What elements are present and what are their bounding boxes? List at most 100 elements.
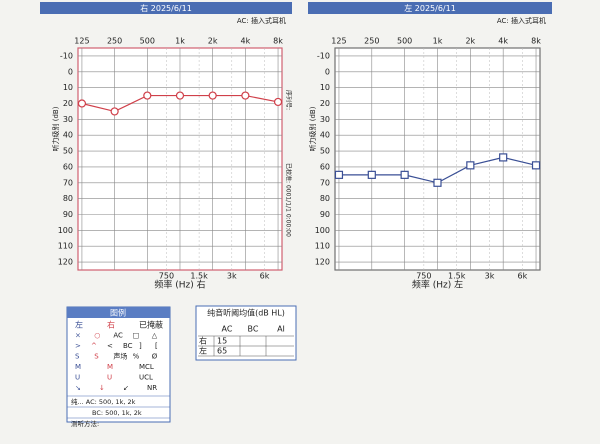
y-tick-label: 70: [63, 178, 73, 187]
marker: [400, 170, 409, 179]
legend-cell: M: [75, 363, 81, 371]
legend-cell: BC: [123, 342, 133, 350]
chart-title: 右 2025/6/11: [140, 3, 192, 13]
x-tick-label-bottom: 6k: [518, 272, 528, 281]
table-box: [195, 305, 297, 361]
legend-cell: NR: [147, 384, 157, 392]
y-tick-label: 80: [63, 194, 73, 203]
x-axis-label: 频率 (Hz) 左: [412, 279, 463, 291]
x-tick-label-bottom: 1.5k: [448, 272, 466, 281]
legend-cell: ○: [94, 332, 100, 340]
header-bar: [40, 2, 292, 14]
table-cell: 左: [199, 346, 207, 356]
legend-cell: [: [155, 342, 158, 350]
x-tick-label-bottom: 750: [416, 272, 431, 281]
y-axis-label: 听力级别 (dB): [51, 106, 60, 151]
x-tick-label-bottom: 3k: [227, 272, 237, 281]
y-tick-label: 80: [320, 194, 330, 203]
y-tick-label: 100: [58, 226, 73, 235]
x-tick-label: 125: [74, 37, 89, 46]
y-tick-label: 30: [320, 115, 330, 124]
x-tick-label: 4k: [240, 37, 250, 46]
x-tick-label: 2k: [465, 37, 475, 46]
y-tick-label: 110: [58, 242, 73, 251]
marker: [77, 99, 87, 108]
legend-cell: U: [75, 374, 80, 382]
x-tick-label-bottom: 750: [159, 272, 174, 281]
y-tick-label: 50: [63, 147, 73, 156]
legend-cell: S: [75, 353, 80, 361]
x-tick-label-bottom: 6k: [260, 272, 270, 281]
y-tick-label: -10: [317, 51, 330, 60]
legend-cell: 右: [107, 320, 115, 330]
legend-note: BC: 500, 1k, 2k: [92, 409, 142, 417]
x-tick-label-bottom: 3k: [485, 272, 495, 281]
marker: [143, 91, 152, 100]
legend-cell: ↓: [99, 384, 105, 392]
x-tick-label: 250: [107, 37, 122, 46]
legend-cell: ]: [139, 342, 142, 350]
side-text: 已校准: 0001/1/1 0:00:00: [285, 163, 293, 237]
y-tick-label: 70: [320, 178, 330, 187]
legend-cell: 已掩蔽: [139, 320, 163, 330]
table-col-header: BC: [248, 325, 259, 334]
y-axis-label: 听力级别 (dB): [308, 106, 317, 151]
y-tick-label: 10: [320, 83, 330, 92]
marker: [241, 91, 250, 100]
table-col-header: AC: [222, 325, 233, 334]
legend-cell: 声场: [113, 352, 127, 361]
y-tick-label: 90: [320, 210, 330, 219]
marker: [531, 161, 541, 170]
marker: [466, 161, 475, 170]
x-tick-label: 4k: [498, 37, 508, 46]
table-col-header: AI: [277, 325, 285, 334]
marker: [208, 91, 217, 100]
x-tick-label: 8k: [531, 37, 541, 46]
x-tick-label: 125: [331, 37, 346, 46]
marker: [367, 170, 376, 179]
y-tick-label: 0: [325, 67, 330, 76]
x-tick-label: 250: [364, 37, 379, 46]
y-tick-label: -10: [60, 51, 73, 60]
y-tick-label: 40: [63, 131, 73, 140]
x-axis-label: 频率 (Hz) 右: [154, 279, 205, 291]
legend-cell: □: [133, 332, 140, 340]
marker: [110, 107, 119, 116]
chart-subtitle: AC: 插入式耳机: [497, 16, 546, 25]
x-tick-label-bottom: 1.5k: [190, 272, 208, 281]
marker: [175, 91, 185, 100]
y-tick-label: 90: [63, 210, 73, 219]
y-tick-label: 60: [63, 162, 73, 171]
legend-cell: %: [133, 353, 140, 361]
x-tick-label: 2k: [208, 37, 218, 46]
x-tick-label: 500: [140, 37, 155, 46]
legend-cell: △: [152, 332, 158, 340]
table-cell: 15: [217, 337, 227, 346]
chart-title: 左 2025/6/11: [404, 3, 456, 13]
legend-cell: <: [107, 342, 113, 350]
y-tick-label: 40: [320, 131, 330, 140]
legend-cell: M: [107, 363, 113, 371]
y-tick-label: 10: [63, 83, 73, 92]
y-tick-label: 120: [315, 258, 330, 267]
y-tick-label: 30: [63, 115, 73, 124]
legend-cell: ^: [91, 342, 97, 350]
legend-cell: ↘: [75, 384, 81, 392]
y-tick-label: 20: [63, 99, 73, 108]
legend-cell: S: [94, 353, 99, 361]
y-tick-label: 0: [68, 67, 73, 76]
x-tick-label: 1k: [175, 37, 185, 46]
legend-cell: >: [75, 342, 81, 350]
x-tick-label: 8k: [273, 37, 283, 46]
legend-cell: MCL: [139, 363, 154, 371]
legend-header: [67, 307, 170, 318]
legend-note: 纯... AC: 500, 1k, 2k: [71, 397, 136, 406]
y-tick-label: 60: [320, 162, 330, 171]
side-text: 序列号:: [285, 90, 293, 110]
chart-subtitle: AC: 插入式耳机: [237, 16, 286, 25]
legend-cell: 左: [75, 320, 83, 330]
y-tick-label: 20: [320, 99, 330, 108]
header-bar: [308, 2, 552, 14]
marker: [273, 97, 283, 107]
